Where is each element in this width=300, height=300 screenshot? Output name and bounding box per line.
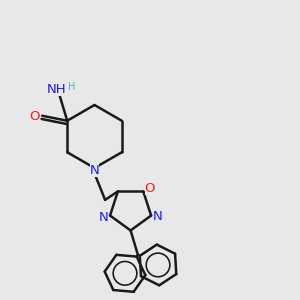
Text: N: N xyxy=(99,211,108,224)
Text: O: O xyxy=(145,182,155,196)
Text: N: N xyxy=(90,164,99,177)
Text: NH: NH xyxy=(47,83,67,96)
Text: O: O xyxy=(29,110,39,123)
Text: N: N xyxy=(153,210,163,223)
Text: H: H xyxy=(68,82,76,92)
